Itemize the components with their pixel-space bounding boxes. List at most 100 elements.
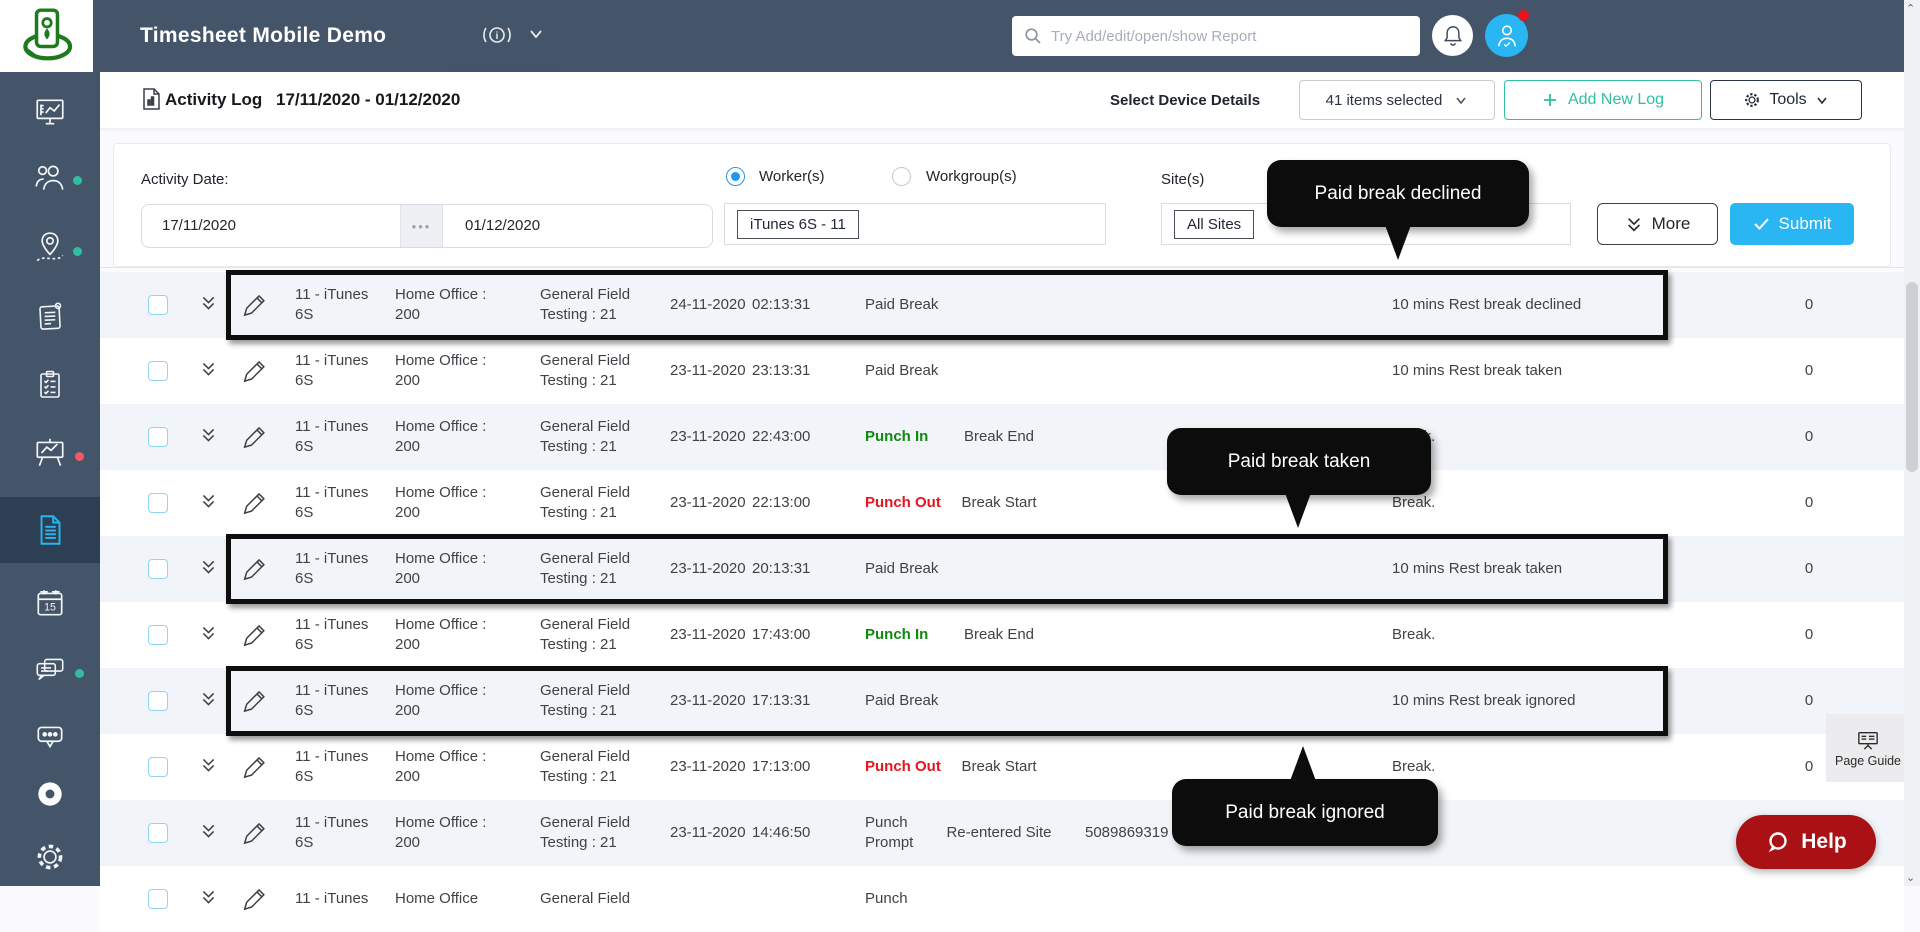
edit-pencil-icon[interactable] [240,488,266,522]
row-checkbox[interactable] [148,823,168,843]
cell-device: 11 - iTunes 6S [295,338,383,404]
callout-text: Paid break declined [1315,183,1482,205]
sidebar-item-record[interactable] [0,764,100,824]
scroll-down-arrow[interactable]: ⌄ [1906,871,1915,884]
submit-button[interactable]: Submit [1730,203,1854,245]
worker-chip[interactable]: iTunes 6S - 11 [737,210,859,239]
row-checkbox[interactable] [148,691,168,711]
chevron-down-icon [1454,93,1468,107]
expand-row-icon[interactable] [199,558,218,582]
notifications-button[interactable] [1432,15,1473,56]
add-new-log-label: Add New Log [1568,91,1664,109]
expand-row-icon[interactable] [199,624,218,648]
row-checkbox[interactable] [148,757,168,777]
info-broadcast-icon[interactable]: i [480,18,514,57]
cell-break-event: Re-entered Site [935,800,1063,866]
status-dot-green [73,247,82,256]
cell-site: Home Office : 200 [395,404,513,470]
edit-pencil-icon[interactable] [240,818,266,852]
callout-pointer-down [1285,493,1311,528]
cell-count: 0 [1796,734,1822,800]
annotation-highlight-box [226,270,1668,340]
select-device-details-label: Select Device Details [1110,92,1260,109]
tools-button[interactable]: Tools [1710,80,1862,120]
edit-pencil-icon[interactable] [240,356,266,390]
workgroups-radio[interactable] [892,167,911,186]
scroll-up-arrow[interactable]: ⌃ [1906,2,1915,15]
global-search[interactable] [1012,16,1420,56]
expand-row-icon[interactable] [199,294,218,318]
row-checkbox[interactable] [148,493,168,513]
vertical-scrollbar[interactable]: ⌃ ⌄ [1904,0,1920,886]
expand-row-icon[interactable] [199,492,218,516]
sidebar-item-settings[interactable] [0,827,100,887]
expand-row-icon[interactable] [199,360,218,384]
cell-device: 11 - iTunes 6S [295,470,383,536]
cell-task: General Field Testing : 21 [540,404,668,470]
search-icon [1024,27,1042,45]
sidebar-item-reports[interactable] [0,423,100,483]
app-logo[interactable] [0,0,93,72]
cell-punch-type: Punch [865,866,953,932]
row-checkbox[interactable] [148,625,168,645]
add-new-log-button[interactable]: Add New Log [1504,80,1702,120]
edit-pencil-icon[interactable] [240,752,266,786]
expand-row-icon[interactable] [199,822,218,846]
row-checkbox[interactable] [148,361,168,381]
cell-task: General Field Testing : 21 [540,470,668,536]
settings-icon [32,839,68,875]
scrollbar-thumb[interactable] [1906,282,1918,472]
help-button[interactable]: Help [1736,815,1876,869]
expand-row-icon[interactable] [199,756,218,780]
sidebar-item-dashboard[interactable] [0,82,100,142]
edit-pencil-icon[interactable] [240,884,266,918]
page-guide-button[interactable]: Page Guide [1826,714,1910,782]
header-chevron-down-icon[interactable] [526,24,546,49]
sidebar-item-notes[interactable] [0,287,100,347]
callout-paid-break-declined: Paid break declined [1267,160,1529,227]
sidebar-item-messages[interactable] [0,640,100,700]
sidebar-item-feedback[interactable] [0,707,100,767]
cell-break-event: Break Start [935,734,1063,800]
cell-time: 17:13:00 [752,734,832,800]
cell-date: 23-11-2020 [670,800,760,866]
page-guide-icon [1856,729,1880,751]
svg-text:i: i [496,31,499,42]
cell-device: 11 - iTunes 6S [295,404,383,470]
workgroups-radio-label: Workgroup(s) [926,168,1017,185]
date-to-input[interactable]: 01/12/2020 [443,205,540,247]
calendar-icon: 15 [33,586,67,620]
expand-row-icon[interactable] [199,426,218,450]
row-checkbox[interactable] [148,427,168,447]
edit-pencil-icon[interactable] [240,620,266,654]
workers-input[interactable]: iTunes 6S - 11 [724,203,1106,245]
cell-time: 23:13:31 [752,338,832,404]
date-from-input[interactable]: 17/11/2020 [142,205,400,247]
sidebar-item-workers[interactable] [0,148,100,208]
sidebar-item-checklist[interactable] [0,355,100,415]
cell-device: 11 - iTunes 6S [295,734,383,800]
date-range-control: 17/11/2020 ••• 01/12/2020 [141,204,713,248]
row-checkbox[interactable] [148,559,168,579]
workers-radio[interactable] [726,167,745,186]
device-details-dropdown[interactable]: 41 items selected [1299,80,1495,120]
double-chevron-down-icon [1625,215,1643,234]
more-button[interactable]: More [1597,203,1718,245]
cell-break-event: Break End [935,602,1063,668]
search-input[interactable] [1051,28,1391,45]
sidebar-item-activity-log[interactable] [0,497,100,563]
cell-date: 23-11-2020 [670,338,760,404]
all-sites-chip[interactable]: All Sites [1174,210,1254,239]
cell-description: 10 mins Rest break taken [1392,338,1732,404]
map-routes-icon [32,230,68,266]
expand-row-icon[interactable] [199,888,218,912]
sidebar-item-map[interactable] [0,218,100,278]
row-checkbox[interactable] [148,889,168,909]
row-checkbox[interactable] [148,295,168,315]
sidebar-item-schedule[interactable]: 15 [0,573,100,633]
edit-pencil-icon[interactable] [240,422,266,456]
expand-row-icon[interactable] [199,690,218,714]
cell-date: 23-11-2020 [670,470,760,536]
